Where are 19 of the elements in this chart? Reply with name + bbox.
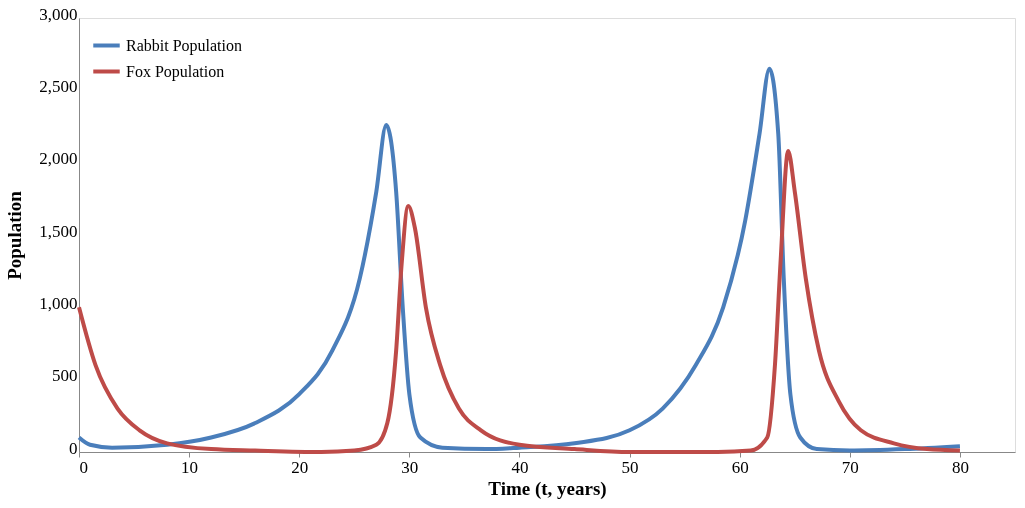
x-tick-label: 30 — [401, 457, 419, 477]
x-tick-label: 20 — [291, 457, 309, 477]
y-tick-label: 2,000 — [39, 149, 78, 169]
y-tick-label: 3,000 — [39, 4, 78, 24]
x-tick-label: 70 — [841, 457, 859, 477]
x-axis-title: Time (t, years) — [488, 477, 607, 500]
y-tick-label: 1,500 — [39, 221, 78, 241]
legend-label: Fox Population — [126, 62, 225, 81]
legend-label: Rabbit Population — [126, 36, 242, 55]
y-tick-label: 0 — [69, 438, 78, 458]
x-tick-label: 10 — [181, 457, 199, 477]
x-tick-label: 40 — [511, 457, 529, 477]
x-tick-label: 50 — [621, 457, 639, 477]
x-tick-label: 60 — [731, 457, 749, 477]
y-tick-label: 500 — [52, 366, 78, 386]
x-tick-label: 80 — [951, 457, 969, 477]
y-tick-label: 2,500 — [39, 76, 78, 96]
y-axis-title: Population — [4, 190, 26, 280]
y-tick-label: 1,000 — [39, 293, 78, 313]
